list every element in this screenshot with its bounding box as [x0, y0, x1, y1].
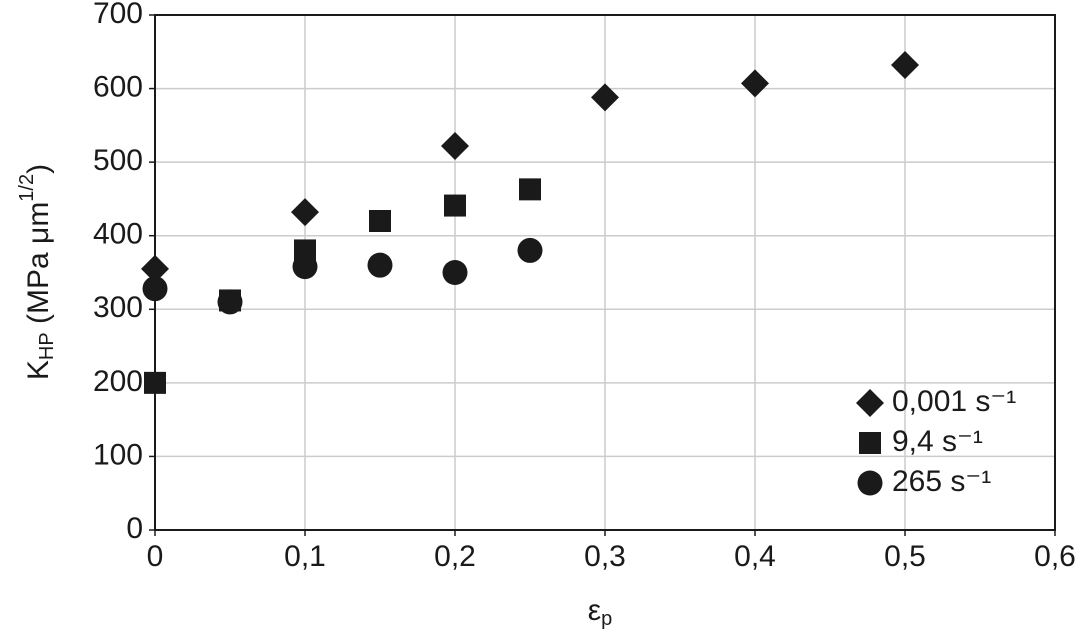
square-marker [444, 194, 466, 217]
y-tick-label: 300 [93, 291, 143, 324]
y-tick-label: 700 [93, 0, 143, 30]
circle-marker [292, 254, 318, 280]
diamond-marker [741, 69, 769, 98]
circle-marker [367, 252, 393, 278]
y-label-sup: 1/2 [16, 174, 38, 202]
y-label-close: ) [22, 164, 55, 174]
square-marker [519, 178, 541, 201]
square-marker [859, 432, 881, 454]
y-tick-label: 600 [93, 70, 143, 103]
y-tick-label: 0 [126, 512, 143, 545]
x-label-main: ε [588, 594, 601, 627]
y-tick-label: 500 [93, 144, 143, 177]
legend-label: 9,4 s⁻¹ [892, 425, 983, 458]
diamond-marker [856, 389, 884, 417]
x-tick-label: 0,4 [734, 540, 776, 573]
y-tick-label: 400 [93, 218, 143, 251]
y-label-sub: HP [36, 332, 58, 360]
circle-marker [217, 289, 243, 315]
circle-marker [142, 276, 168, 302]
x-label-sub: p [601, 608, 612, 630]
x-tick-label: 0,2 [434, 540, 476, 573]
square-marker [144, 371, 166, 394]
y-tick-label: 100 [93, 438, 143, 471]
circle-marker [442, 260, 468, 285]
diamond-marker [891, 51, 919, 80]
x-tick-label: 0,3 [584, 540, 626, 573]
y-label-main: K [22, 360, 55, 380]
x-tick-label: 0,5 [884, 540, 926, 573]
x-axis-label: εp [588, 594, 613, 630]
square-marker [369, 210, 391, 232]
y-tick-label: 200 [93, 365, 143, 398]
x-tick-label: 0 [147, 540, 164, 573]
x-tick-label: 0,1 [284, 540, 326, 573]
diamond-marker [141, 254, 169, 283]
diamond-marker [441, 131, 469, 160]
x-tick-label: 0,6 [1034, 540, 1076, 573]
diamond-marker [291, 198, 319, 227]
legend-label: 0,001 s⁻¹ [892, 385, 1016, 418]
circle-marker [857, 470, 883, 496]
diamond-marker [591, 83, 619, 112]
legend-label: 265 s⁻¹ [892, 465, 991, 498]
y-label-unit: (MPa μm [22, 202, 55, 333]
y-axis-label: KHP (MPa μm1/2) [16, 164, 58, 380]
circle-marker [517, 237, 543, 263]
